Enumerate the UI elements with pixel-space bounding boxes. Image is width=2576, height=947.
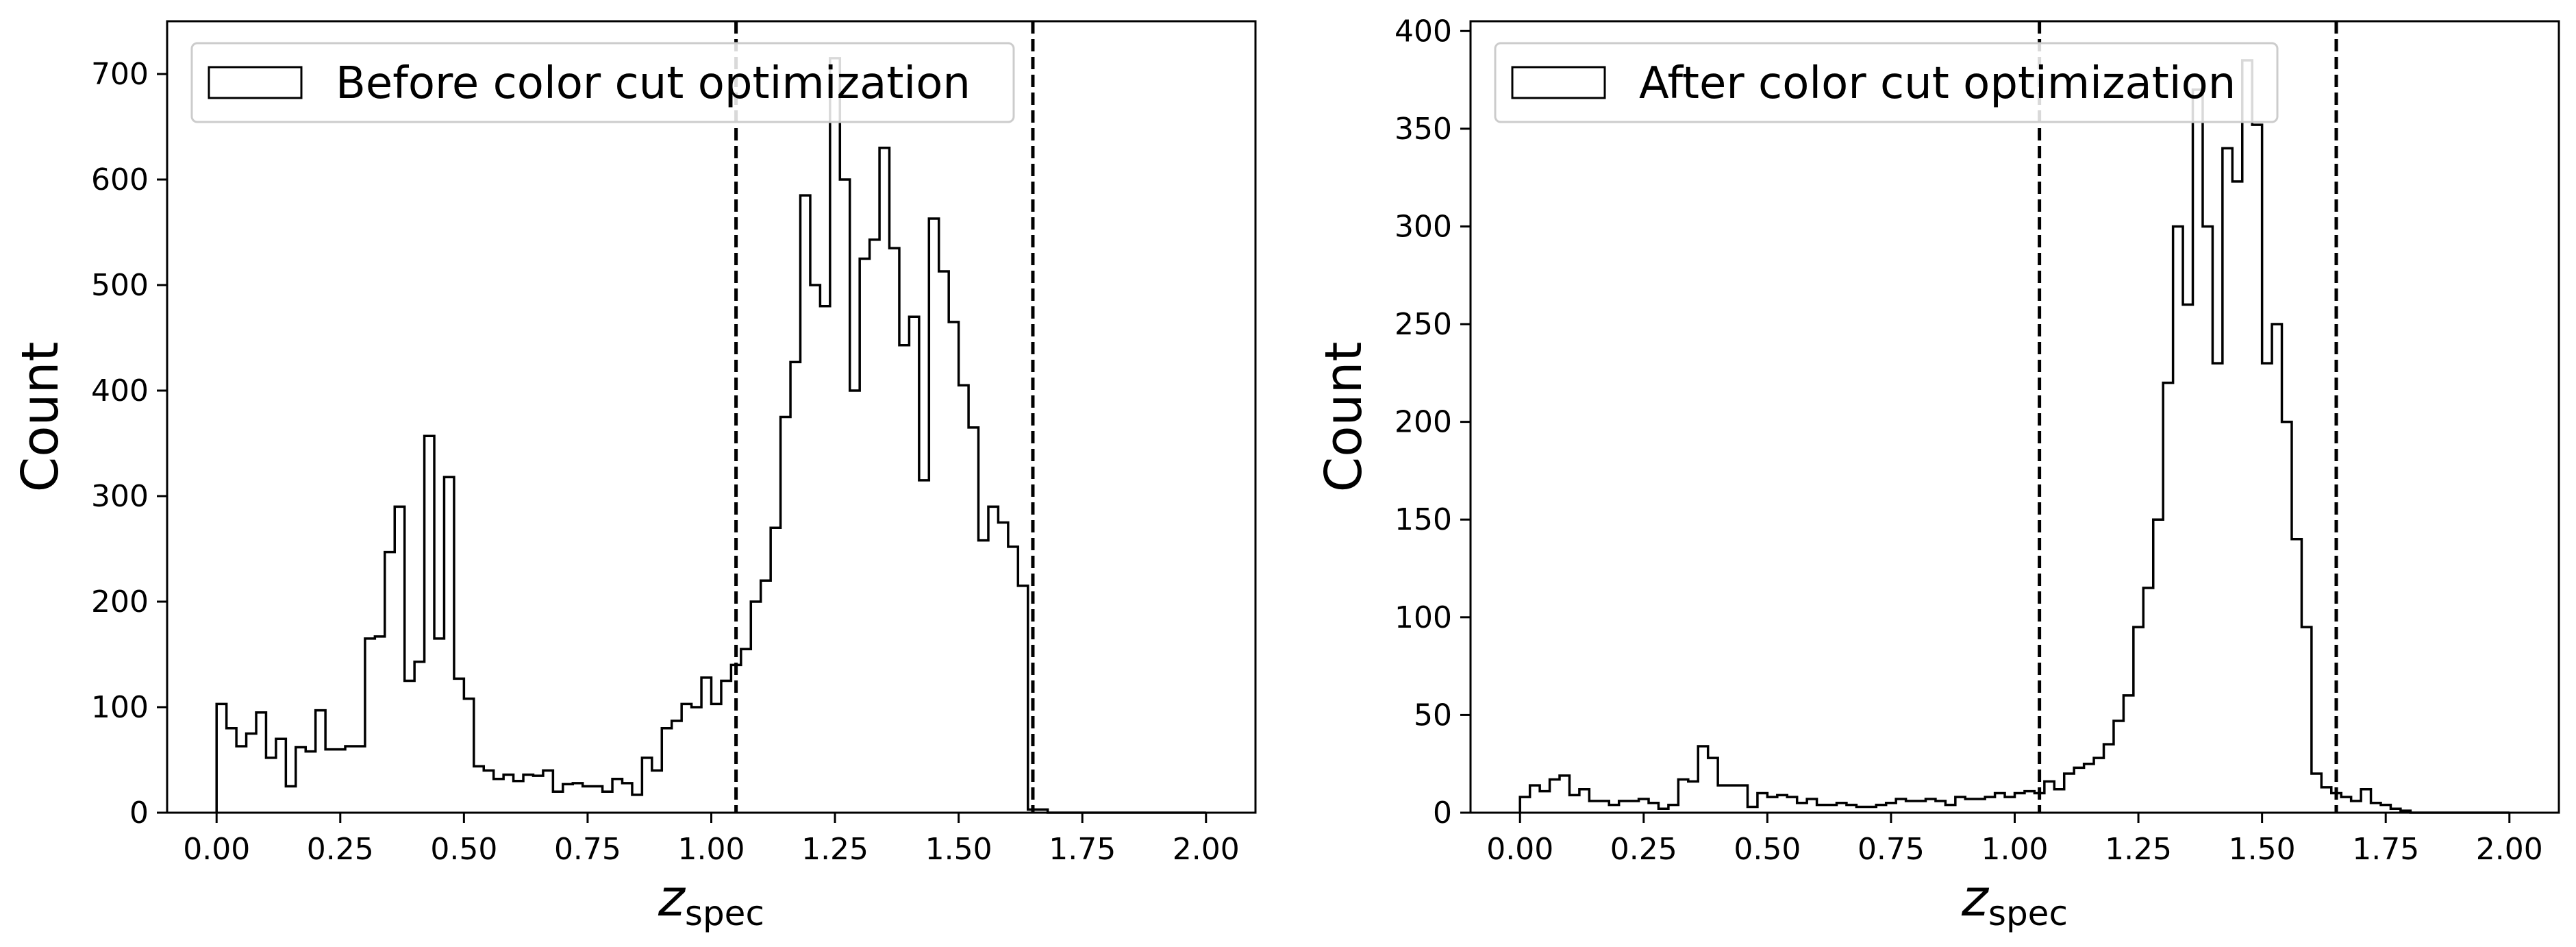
x-tick-label: 0.25 — [307, 832, 374, 867]
x-axis-label-before: zspec — [658, 869, 764, 933]
legend-after: After color cut optimization — [1494, 42, 2279, 123]
x-tick-label: 0.50 — [430, 832, 497, 867]
redshift-limit-lines-before — [734, 21, 1035, 813]
y-tick-label: 50 — [1414, 698, 1452, 733]
x-tick-label: 1.50 — [2229, 832, 2296, 867]
x-tick-label: 1.25 — [2105, 832, 2172, 867]
legend-label: Before color cut optimization — [336, 58, 971, 109]
histogram-panel-after: 0.00 0.25 0.50 0.75 1.00 1.25 1.50 1.75 2.00 0 50… — [1314, 14, 2560, 933]
x-tick-label: 1.00 — [678, 832, 745, 867]
histogram-step-outline — [1518, 59, 2510, 814]
x-tick-label: 1.75 — [1049, 832, 1116, 867]
legend-frame — [190, 42, 1015, 123]
legend-label: After color cut optimization — [1639, 58, 2236, 109]
y-tick-label: 0 — [129, 796, 149, 831]
x-tick-label: 1.75 — [2352, 832, 2419, 867]
x-tick-label: 0.25 — [1610, 832, 1677, 867]
x-tick-label: 0.00 — [183, 832, 250, 867]
legend-swatch — [208, 66, 303, 99]
x-axis-label-main: z — [1961, 869, 1990, 928]
legend-swatch — [1511, 66, 1606, 99]
y-axis-label-before: Count — [11, 342, 70, 493]
y-tick-label: 250 — [1395, 307, 1452, 342]
x-tick-label: 2.00 — [2476, 832, 2543, 867]
redshift-limit-lines-after — [2038, 21, 2338, 813]
x-tick-label: 1.50 — [925, 832, 992, 867]
x-tick-label: 0.75 — [554, 832, 621, 867]
y-tick-label: 400 — [91, 373, 149, 408]
x-tick-label: 0.75 — [1858, 832, 1925, 867]
x-tick-label: 0.50 — [1734, 832, 1801, 867]
x-axis-ticks-after: 0.00 0.25 0.50 0.75 1.00 1.25 1.50 1.75 2.00 — [1486, 813, 2543, 867]
histogram-step-outline — [215, 57, 1206, 814]
y-tick-label: 200 — [91, 585, 149, 619]
y-tick-label: 350 — [1395, 112, 1452, 147]
histogram-bars-after — [1518, 59, 2510, 814]
y-tick-label: 400 — [1395, 14, 1452, 49]
x-axis-label-main: z — [658, 869, 686, 928]
y-tick-label: 200 — [1395, 405, 1452, 440]
y-tick-label: 700 — [91, 57, 149, 92]
y-tick-label: 500 — [91, 268, 149, 303]
y-tick-label: 300 — [1395, 209, 1452, 244]
y-tick-label: 300 — [91, 479, 149, 514]
x-axis-ticks-before: 0.00 0.25 0.50 0.75 1.00 1.25 1.50 1.75 2.00 — [183, 813, 1240, 867]
y-tick-label: 600 — [91, 162, 149, 197]
x-tick-label: 1.00 — [1981, 832, 2049, 867]
x-axis-label-subscript: spec — [685, 894, 764, 933]
y-axis-ticks-after: 0 50 100 150 200 250 300 350 400 — [1395, 14, 1471, 831]
x-axis-label-subscript: spec — [1988, 894, 2068, 933]
x-axis-label-after: zspec — [1961, 869, 2068, 933]
y-axis-ticks-before: 0 100 200 300 400 500 600 700 — [91, 57, 167, 831]
histogram-panel-before: 0.00 0.25 0.50 0.75 1.00 1.25 1.50 1.75 2.00 0 10… — [11, 20, 1257, 933]
y-tick-label: 0 — [1433, 796, 1452, 831]
y-tick-label: 100 — [1395, 600, 1452, 635]
x-tick-label: 1.25 — [801, 832, 868, 867]
x-tick-label: 2.00 — [1173, 832, 1240, 867]
y-tick-label: 100 — [91, 690, 149, 725]
y-axis-label-after: Count — [1314, 342, 1373, 493]
legend-frame — [1494, 42, 2279, 123]
y-tick-label: 150 — [1395, 502, 1452, 537]
x-tick-label: 0.00 — [1486, 832, 1553, 867]
histogram-bars-before — [215, 57, 1206, 814]
legend-before: Before color cut optimization — [190, 42, 1015, 123]
